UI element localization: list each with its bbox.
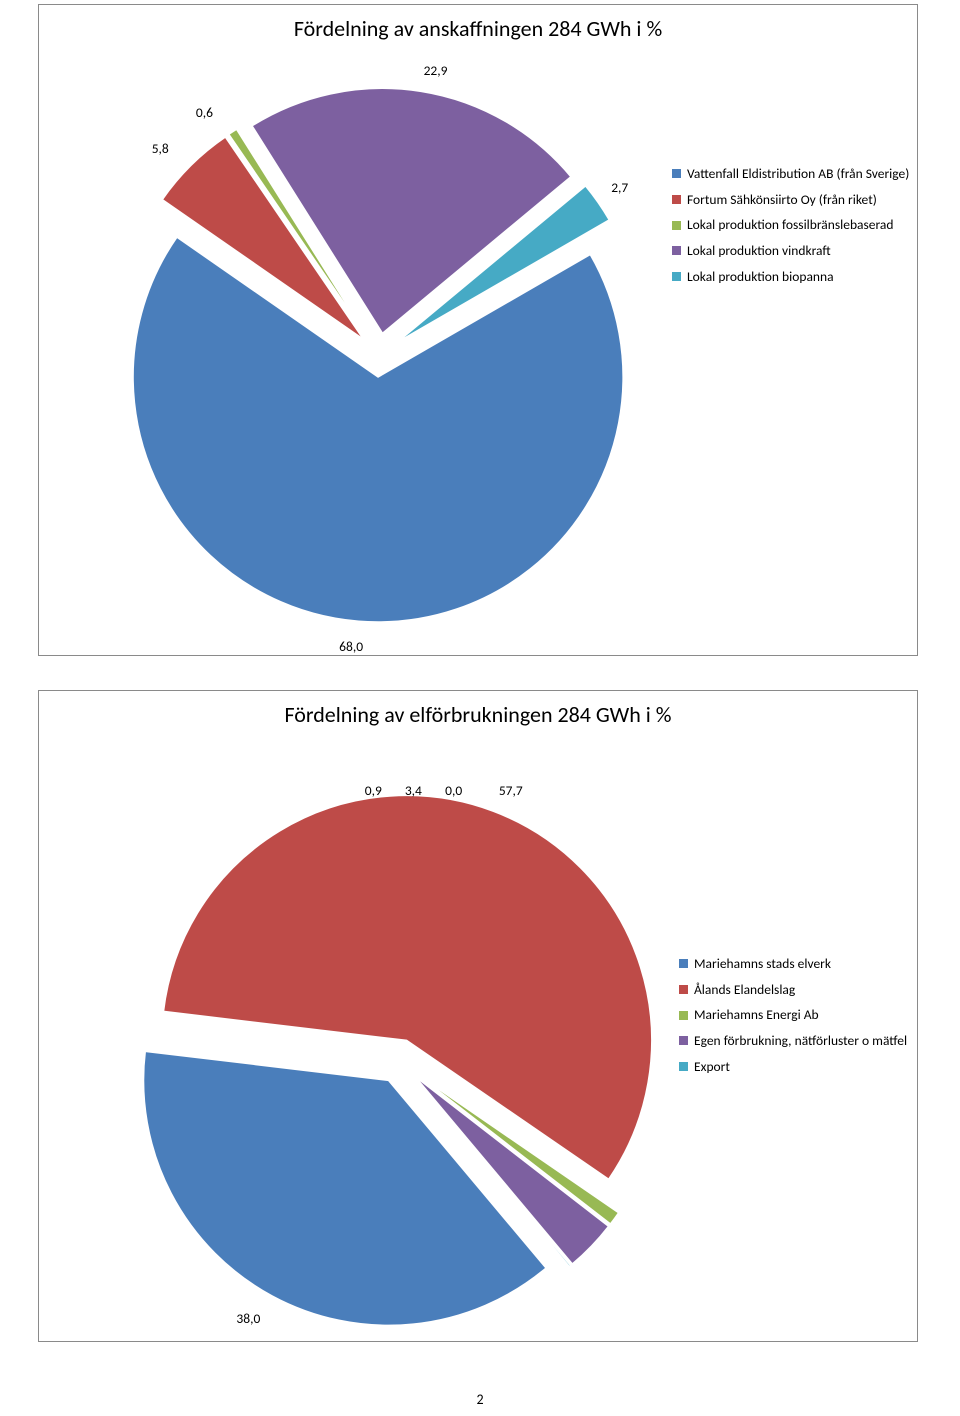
chart1-pie — [39, 5, 919, 657]
chart1-datalabel-0: 68,0 — [339, 638, 363, 655]
chart1-datalabel-1: 5,8 — [152, 140, 169, 157]
chart1-title: Fördelning av anskaffningen 284 GWh i % — [39, 15, 917, 42]
legend-swatch — [672, 272, 681, 281]
chart1-datalabel-3: 22,9 — [424, 62, 448, 79]
chart2-datalabel-1: 57,7 — [499, 782, 523, 799]
chart1-legend-row-3: Lokal produktion vindkraft — [672, 238, 909, 264]
chart2-legend-row-4: Export — [679, 1054, 907, 1080]
legend-label: Export — [694, 1054, 730, 1080]
chart2-legend-row-0: Mariehamns stads elverk — [679, 951, 907, 977]
chart1-legend: Vattenfall Eldistribution AB (från Sveri… — [672, 161, 909, 289]
chart-panel-1: Fördelning av anskaffningen 284 GWh i % … — [38, 4, 918, 656]
page-number: 2 — [0, 1391, 960, 1408]
legend-label: Mariehamns Energi Ab — [694, 1002, 819, 1028]
chart1-datalabel-2: 0,6 — [196, 104, 213, 121]
chart2-legend-row-2: Mariehamns Energi Ab — [679, 1002, 907, 1028]
legend-label: Mariehamns stads elverk — [694, 951, 831, 977]
legend-label: Fortum Sähkönsiirto Oy (från riket) — [687, 187, 877, 213]
chart2-datalabel-4: 0,0 — [445, 782, 462, 799]
chart2-datalabel-3: 3,4 — [405, 782, 422, 799]
legend-swatch — [679, 1011, 688, 1020]
legend-label: Egen förbrukning, nätförluster o mätfel — [694, 1028, 907, 1054]
chart1-legend-row-2: Lokal produktion fossilbränslebaserad — [672, 212, 909, 238]
chart1-legend-row-4: Lokal produktion biopanna — [672, 264, 909, 290]
chart-panel-2: Fördelning av elförbrukningen 284 GWh i … — [38, 690, 918, 1342]
legend-label: Ålands Elandelslag — [694, 977, 795, 1003]
legend-label: Vattenfall Eldistribution AB (från Sveri… — [687, 161, 909, 187]
legend-swatch — [679, 1036, 688, 1045]
legend-swatch — [679, 959, 688, 968]
chart2-title: Fördelning av elförbrukningen 284 GWh i … — [39, 701, 917, 728]
legend-label: Lokal produktion fossilbränslebaserad — [687, 212, 894, 238]
legend-label: Lokal produktion vindkraft — [687, 238, 831, 264]
chart2-datalabel-0: 38,0 — [236, 1310, 260, 1327]
legend-label: Lokal produktion biopanna — [687, 264, 834, 290]
legend-swatch — [672, 195, 681, 204]
chart2-legend: Mariehamns stads elverkÅlands Elandelsla… — [679, 951, 907, 1079]
legend-swatch — [679, 985, 688, 994]
legend-swatch — [672, 246, 681, 255]
chart1-legend-row-1: Fortum Sähkönsiirto Oy (från riket) — [672, 187, 909, 213]
legend-swatch — [672, 169, 681, 178]
chart1-legend-row-0: Vattenfall Eldistribution AB (från Sveri… — [672, 161, 909, 187]
legend-swatch — [679, 1062, 688, 1071]
legend-swatch — [672, 221, 681, 230]
chart1-datalabel-4: 2,7 — [611, 179, 628, 196]
chart2-legend-row-3: Egen förbrukning, nätförluster o mätfel — [679, 1028, 907, 1054]
chart2-legend-row-1: Ålands Elandelslag — [679, 977, 907, 1003]
chart2-datalabel-2: 0,9 — [365, 782, 382, 799]
